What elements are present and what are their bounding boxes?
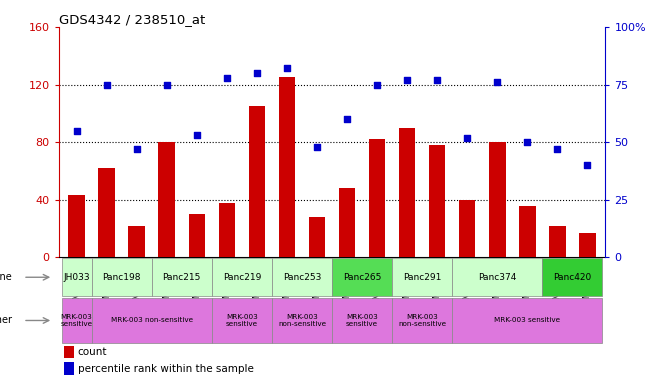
Point [402, 77, 412, 83]
Bar [62, 298, 92, 343]
Bar [152, 258, 212, 296]
Bar [392, 258, 452, 296]
Bar [272, 298, 332, 343]
Bar [392, 298, 452, 343]
Bar [339, 188, 355, 257]
Bar [332, 298, 392, 343]
Point [221, 74, 232, 81]
Point [372, 81, 382, 88]
Bar [489, 142, 506, 257]
Point [312, 144, 322, 150]
Text: MRK-003
non-sensitive: MRK-003 non-sensitive [278, 314, 326, 327]
Text: Panc215: Panc215 [163, 273, 201, 282]
Point [132, 146, 142, 152]
Point [191, 132, 202, 138]
Bar [64, 346, 74, 359]
Bar [452, 258, 542, 296]
Text: Panc219: Panc219 [223, 273, 261, 282]
Text: Panc253: Panc253 [283, 273, 321, 282]
Text: MRK-003 sensitive: MRK-003 sensitive [494, 318, 561, 323]
Bar [249, 106, 265, 257]
Bar [429, 145, 445, 257]
Bar [309, 217, 326, 257]
Point [492, 79, 503, 85]
Bar [189, 214, 205, 257]
Text: cell line: cell line [0, 272, 12, 282]
Point [552, 146, 562, 152]
Text: Panc198: Panc198 [102, 273, 141, 282]
Bar [452, 298, 602, 343]
Bar [272, 258, 332, 296]
Bar [212, 258, 272, 296]
Bar [279, 77, 295, 257]
Bar [158, 142, 175, 257]
Bar [369, 139, 385, 257]
Text: Panc374: Panc374 [478, 273, 516, 282]
Bar [399, 128, 415, 257]
Bar [332, 258, 392, 296]
Bar [68, 195, 85, 257]
Text: MRK-003
non-sensitive: MRK-003 non-sensitive [398, 314, 446, 327]
Point [462, 134, 473, 141]
Text: JH033: JH033 [63, 273, 90, 282]
Text: GDS4342 / 238510_at: GDS4342 / 238510_at [59, 13, 205, 26]
Point [72, 127, 82, 134]
Text: other: other [0, 316, 12, 326]
Bar [212, 298, 272, 343]
Bar [519, 205, 536, 257]
Bar [579, 233, 596, 257]
Bar [542, 258, 602, 296]
Text: Panc265: Panc265 [343, 273, 381, 282]
Bar [98, 168, 115, 257]
Bar [459, 200, 475, 257]
Text: count: count [77, 347, 107, 358]
Bar [62, 258, 92, 296]
Bar [549, 226, 566, 257]
Point [582, 162, 592, 168]
Point [342, 116, 352, 122]
Text: MRK-003
sensitive: MRK-003 sensitive [61, 314, 92, 327]
Bar [219, 203, 235, 257]
Point [282, 65, 292, 71]
Text: MRK-003 non-sensitive: MRK-003 non-sensitive [111, 318, 193, 323]
Point [522, 139, 533, 145]
Point [252, 70, 262, 76]
Bar [92, 298, 212, 343]
Bar [128, 226, 145, 257]
Bar [64, 362, 74, 375]
Text: Panc291: Panc291 [403, 273, 441, 282]
Text: MRK-003
sensitive: MRK-003 sensitive [346, 314, 378, 327]
Text: MRK-003
sensitive: MRK-003 sensitive [226, 314, 258, 327]
Text: Panc420: Panc420 [553, 273, 592, 282]
Point [161, 81, 172, 88]
Point [432, 77, 443, 83]
Text: percentile rank within the sample: percentile rank within the sample [77, 364, 254, 374]
Bar [92, 258, 152, 296]
Point [102, 81, 112, 88]
